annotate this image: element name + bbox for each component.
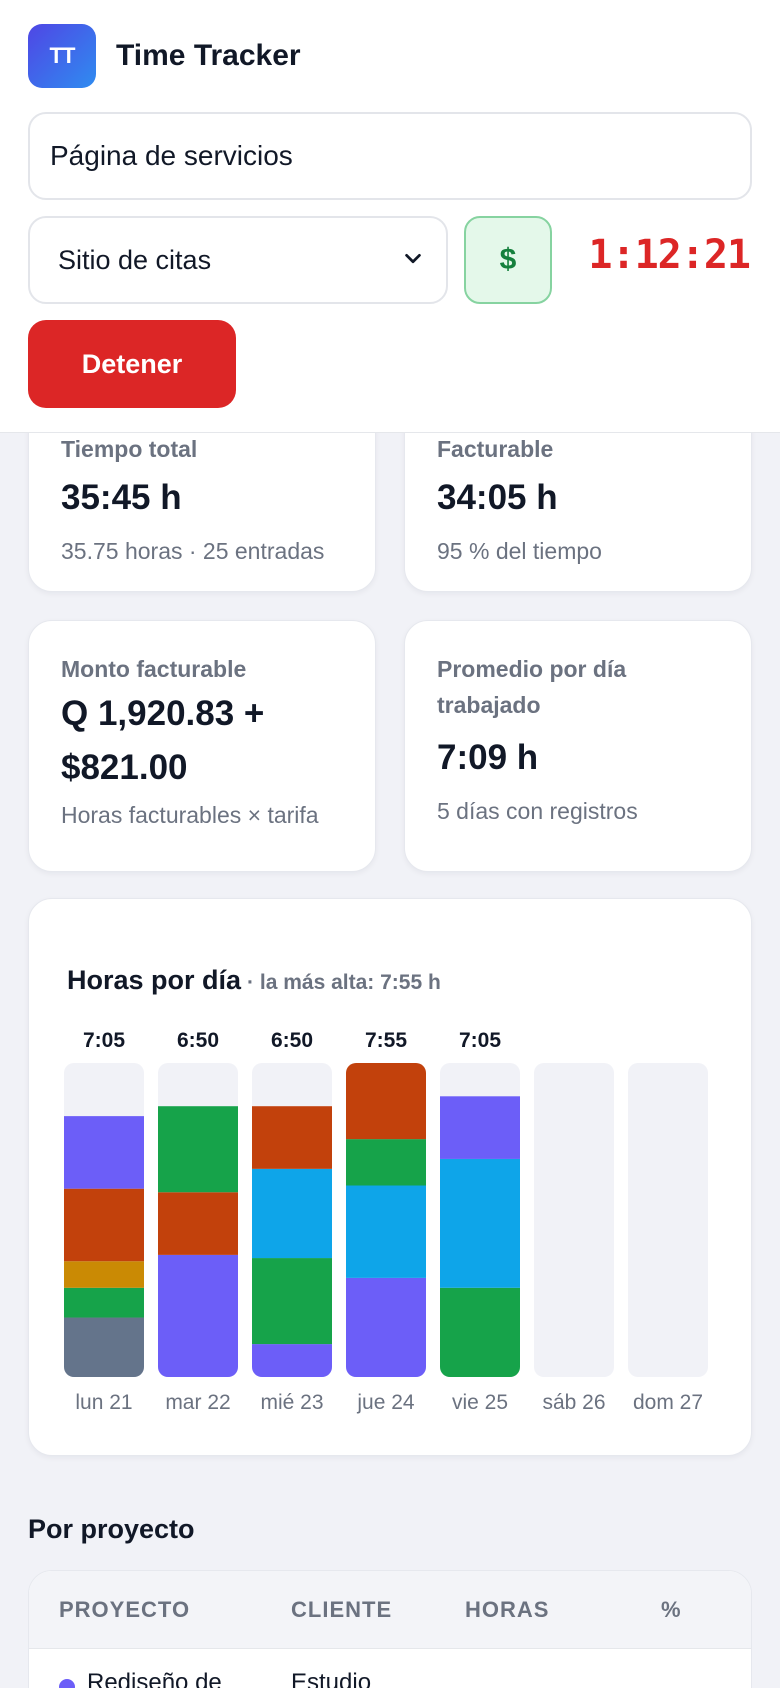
day-bar-group[interactable]: dom 27 [628, 1063, 708, 1414]
hours-per-day-chart-card: 7:05 lun 21 6:50 mar 22 6:50 mié 23 7:55 jue 24… [28, 898, 752, 1456]
dollar-icon: $ [499, 243, 517, 276]
chart-title: Horas por día [67, 965, 242, 995]
column-header-percent[interactable]: % [661, 1597, 682, 1622]
day-tick-label: mar 22 [165, 1391, 230, 1414]
project-color-dot [59, 1679, 75, 1688]
bar-segment [64, 1188, 144, 1262]
app-logo: TT [28, 24, 96, 88]
bar-segment [64, 1317, 144, 1377]
day-tick-label: jue 24 [356, 1391, 415, 1414]
day-tick-label: vie 25 [452, 1391, 508, 1414]
tracker-header: TT Time Tracker Sitio de citas $ 1:12:21… [0, 0, 780, 433]
chart-subtitle: · la más alta: 7:55 h [247, 971, 441, 994]
daily-average-label-line1: Promedio por día [437, 656, 627, 682]
bar-segment [252, 1344, 332, 1377]
column-header-client[interactable]: CLIENTE [291, 1597, 393, 1622]
day-bar-group[interactable]: sáb 26 [534, 1063, 614, 1414]
bar-segment [346, 1277, 426, 1377]
day-tick-label: dom 27 [633, 1391, 703, 1414]
projects-section-title: Por proyecto [28, 1514, 195, 1544]
bar-segment [158, 1254, 238, 1377]
project-name-cell[interactable]: Rediseño de [87, 1669, 222, 1688]
day-bar-group[interactable]: 6:50 mié 23 [252, 1029, 332, 1414]
billable-amount-label: Monto facturable [61, 656, 247, 682]
bar-segment [440, 1158, 520, 1288]
billable-amount-sub: Horas facturables × tarifa [61, 802, 319, 828]
bar-segment [64, 1116, 144, 1189]
bar-segment [346, 1063, 426, 1140]
day-tick-label: lun 21 [75, 1391, 132, 1414]
day-bar-group[interactable]: 7:05 vie 25 [440, 1029, 520, 1414]
daily-average-sub: 5 días con registros [437, 798, 638, 824]
day-tick-label: mié 23 [260, 1391, 323, 1414]
billable-label: Facturable [437, 436, 554, 462]
brand: TT Time Tracker [28, 24, 301, 88]
billable-toggle-button[interactable]: $ [464, 216, 552, 304]
running-timer: 1:12:21 [588, 232, 751, 278]
bar-total-label: 6:50 [271, 1029, 313, 1052]
app-title: Time Tracker [116, 39, 301, 72]
bar-segment [346, 1185, 426, 1278]
total-time-sub: 35.75 horas · 25 entradas [61, 538, 325, 564]
bar-total-label: 7:05 [459, 1029, 501, 1052]
billable-amount-value-line2: $821.00 [61, 748, 188, 787]
projects-table: PROYECTO CLIENTE HORAS % Rediseño de Est… [28, 1570, 752, 1688]
bar-track [628, 1063, 708, 1377]
table-header: PROYECTO CLIENTE HORAS % [29, 1571, 751, 1649]
chart-header: Horas por día · la más alta: 7:55 h [67, 965, 441, 996]
day-bar-group[interactable]: 7:55 jue 24 [346, 1029, 426, 1414]
bar-segment [252, 1106, 332, 1169]
bar-total-label: 7:05 [83, 1029, 125, 1052]
bar-segment [252, 1168, 332, 1259]
stop-button[interactable]: Detener [28, 320, 236, 408]
column-header-project[interactable]: PROYECTO [59, 1597, 191, 1622]
bar-segment [252, 1258, 332, 1345]
hours-per-day-chart: 7:05 lun 21 6:50 mar 22 6:50 mié 23 7:55 jue 24… [64, 1029, 708, 1414]
billable-value: 34:05 h [437, 478, 558, 517]
project-select[interactable]: Sitio de citas [28, 216, 448, 304]
bar-track [534, 1063, 614, 1377]
daily-average-label-line2: trabajado [437, 692, 541, 718]
total-time-label: Tiempo total [61, 436, 198, 462]
day-bar-group[interactable]: 6:50 mar 22 [158, 1029, 238, 1414]
bar-total-label: 6:50 [177, 1029, 219, 1052]
bar-segment [158, 1106, 238, 1193]
daily-average-card: Promedio por día trabajado 7:09 h 5 días… [404, 620, 752, 872]
bar-segment [346, 1139, 426, 1186]
bar-segment [440, 1096, 520, 1159]
billable-sub: 95 % del tiempo [437, 538, 602, 564]
project-select-value: Sitio de citas [58, 244, 212, 275]
billable-amount-value-line1: Q 1,920.83 + [61, 694, 265, 733]
task-description-input[interactable] [28, 112, 752, 200]
bar-segment [158, 1192, 238, 1255]
daily-average-value: 7:09 h [437, 738, 539, 777]
day-bar-group[interactable]: 7:05 lun 21 [64, 1029, 144, 1414]
bar-segment [64, 1261, 144, 1288]
chevron-down-icon [405, 253, 421, 264]
client-name-cell: Estudio [291, 1669, 372, 1688]
bar-total-label: 7:55 [365, 1029, 407, 1052]
day-tick-label: sáb 26 [542, 1391, 605, 1414]
bar-segment [64, 1287, 144, 1318]
column-header-hours[interactable]: HORAS [465, 1597, 550, 1622]
total-time-value: 35:45 h [61, 478, 182, 517]
bar-segment [440, 1287, 520, 1377]
billable-amount-card: Monto facturable Q 1,920.83 + $821.00 Ho… [28, 620, 376, 872]
